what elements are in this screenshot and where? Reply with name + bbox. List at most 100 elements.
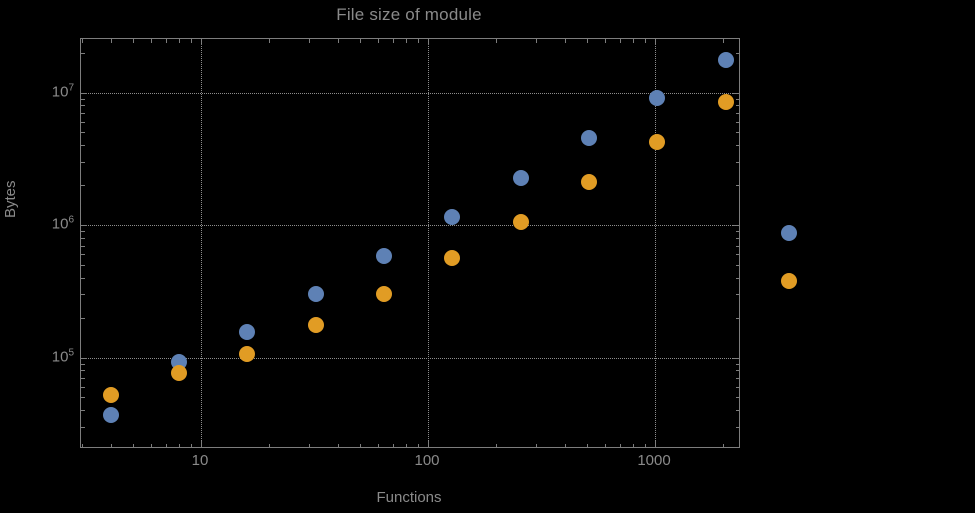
axis-tick — [81, 254, 85, 256]
axis-tick — [586, 39, 588, 43]
axis-tick — [536, 39, 538, 43]
axis-tick — [81, 231, 85, 233]
axis-tick — [150, 443, 152, 447]
axis-tick — [735, 410, 739, 412]
axis-tick — [81, 317, 85, 319]
axis-tick — [110, 443, 112, 447]
data-point — [102, 406, 119, 423]
axis-tick — [81, 378, 85, 380]
axis-tick — [377, 443, 379, 447]
axis-tick — [735, 52, 739, 54]
axis-tick — [150, 39, 152, 43]
axis-tick — [735, 121, 739, 123]
axis-tick — [81, 277, 85, 279]
data-point — [102, 387, 119, 404]
data-point — [649, 89, 666, 106]
axis-tick — [81, 113, 85, 115]
axis-tick — [655, 441, 656, 447]
axis-tick — [110, 39, 112, 43]
axis-tick — [735, 185, 739, 187]
axis-tick — [735, 132, 739, 134]
data-point — [307, 317, 324, 334]
axis-tick — [201, 441, 202, 447]
axis-tick — [604, 443, 606, 447]
axis-tick — [564, 39, 566, 43]
axis-tick — [190, 39, 192, 43]
data-point — [512, 213, 529, 230]
axis-tick — [337, 443, 339, 447]
axis-tick — [392, 443, 394, 447]
axis-tick — [81, 121, 85, 123]
axis-tick — [735, 231, 739, 233]
axis-tick — [417, 443, 419, 447]
axis-tick — [428, 39, 429, 45]
axis-tick — [165, 443, 167, 447]
axis-tick — [496, 443, 498, 447]
axis-tick — [733, 225, 739, 226]
data-point-outside-frame — [781, 273, 797, 289]
data-point — [649, 134, 666, 151]
axis-tick — [564, 443, 566, 447]
axis-tick — [723, 443, 725, 447]
axis-tick — [81, 237, 85, 239]
axis-tick — [81, 52, 85, 54]
gridline-vertical — [655, 39, 656, 447]
axis-tick — [179, 443, 180, 447]
axis-tick — [309, 39, 311, 43]
axis-tick — [309, 443, 311, 447]
axis-tick — [735, 363, 739, 365]
data-point — [444, 208, 461, 225]
data-point — [171, 365, 187, 382]
gridline-horizontal — [81, 92, 739, 94]
axis-tick — [81, 145, 85, 147]
gridline-horizontal — [81, 357, 739, 359]
y-axis-tick-label: 107 — [51, 82, 74, 101]
axis-tick — [406, 39, 407, 43]
axis-tick — [644, 39, 646, 43]
axis-tick — [359, 443, 361, 447]
axis-tick — [81, 397, 85, 399]
axis-tick — [81, 363, 85, 365]
axis-tick — [190, 443, 192, 447]
data-point — [376, 248, 392, 265]
data-point — [376, 286, 392, 303]
axis-tick — [735, 277, 739, 279]
data-point — [717, 93, 734, 110]
y-axis-title: Bytes — [2, 180, 19, 218]
axis-tick — [428, 441, 429, 447]
axis-tick — [81, 386, 85, 388]
data-point — [717, 52, 734, 69]
axis-tick — [735, 161, 739, 163]
x-axis-title: Functions — [376, 489, 442, 506]
axis-tick — [81, 132, 85, 134]
axis-tick — [536, 443, 538, 447]
gridline-vertical — [428, 39, 429, 447]
x-axis-tick-label: 10 — [191, 452, 209, 469]
axis-tick — [406, 443, 407, 447]
axis-tick — [81, 410, 85, 412]
axis-tick — [269, 443, 271, 447]
axis-tick — [619, 443, 621, 447]
axis-tick — [735, 264, 739, 266]
axis-tick — [733, 357, 739, 359]
x-axis-tick-label: 1000 — [637, 452, 671, 469]
data-point — [239, 324, 256, 341]
axis-tick — [735, 317, 739, 319]
axis-tick — [735, 145, 739, 147]
axis-tick — [735, 113, 739, 115]
page-title: File size of module — [336, 5, 482, 24]
data-point — [307, 286, 324, 303]
axis-tick — [201, 39, 202, 45]
axis-tick — [81, 92, 87, 94]
x-axis-tick-label: 100 — [414, 452, 440, 469]
axis-tick — [735, 98, 739, 100]
axis-tick — [377, 39, 379, 43]
axis-tick — [735, 294, 739, 296]
axis-tick — [644, 443, 646, 447]
axis-tick — [82, 443, 84, 447]
axis-tick — [269, 39, 271, 43]
y-axis-tick-labels: 105 106 107 — [0, 0, 74, 513]
axis-tick — [655, 39, 656, 45]
data-point — [581, 174, 597, 191]
